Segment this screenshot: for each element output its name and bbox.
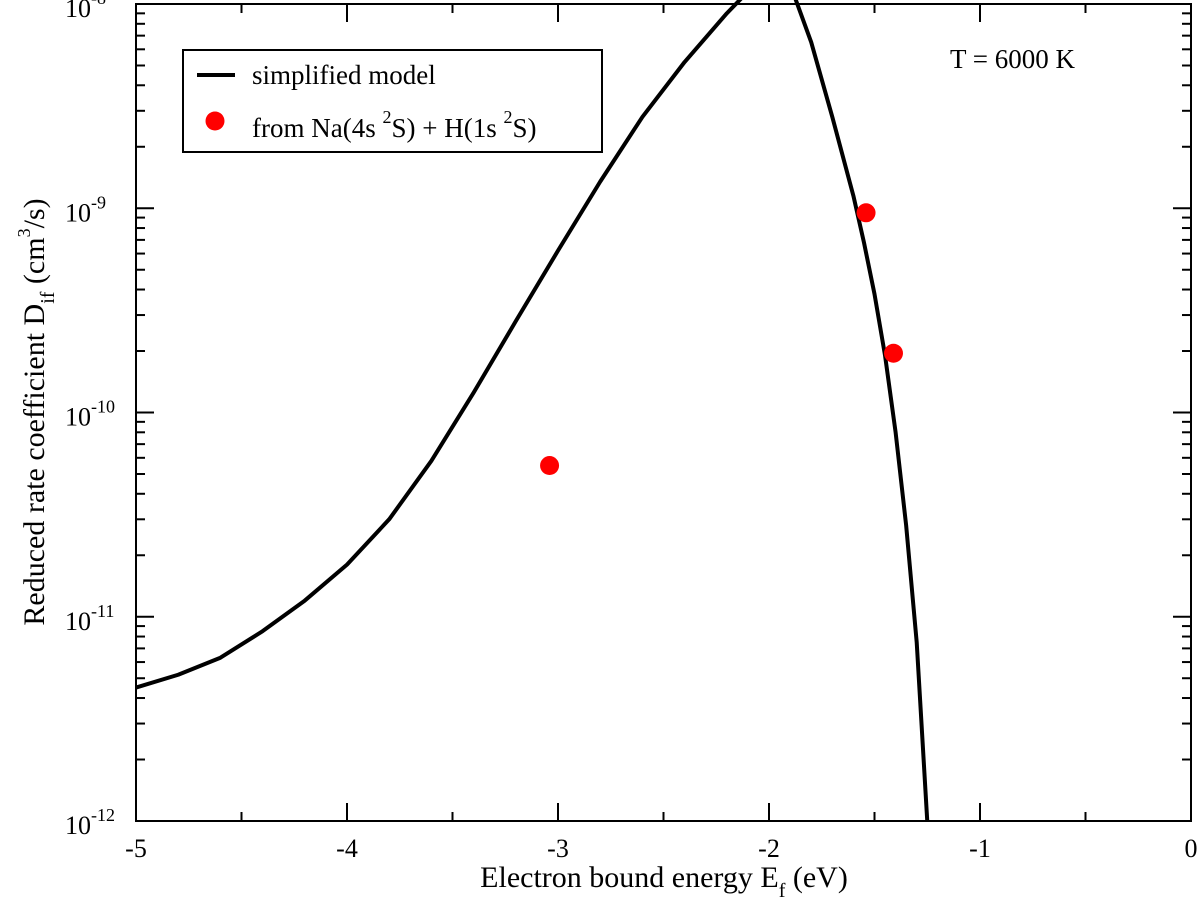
data-point [540,456,560,476]
y-axis-label-sup: 3 [14,228,34,237]
y-tick-base: 10 [65,198,91,227]
data-point [856,203,876,223]
y-tick-label: 10-12 [65,805,115,840]
legend-points-part1: from Na(4s [252,113,382,143]
data-points [540,203,903,476]
legend-points-part3: S) [512,113,536,143]
y-axis-label-sub: if [37,291,59,304]
plot-frame [135,3,1192,822]
y-axis-label-tail: /s) [18,198,51,228]
y-tick-exponent: -12 [91,805,115,825]
y-axis-ticks [136,3,1191,822]
y-axis-label: Reduced rate coefficient Dif (cm3/s) [14,198,59,625]
y-tick-label: 10-9 [65,192,106,227]
y-tick-base: 10 [65,811,91,840]
x-tick-label: -5 [125,834,147,863]
y-tick-base: 10 [65,403,91,432]
x-axis-label-main: Electron bound energy E [480,861,779,894]
legend-points-sup2: 2 [503,107,512,127]
x-tick-label: 0 [1185,834,1198,863]
legend: simplified model from Na(4s 2S) + H(1s 2… [182,49,603,153]
y-tick-label: 10-10 [65,397,115,432]
y-tick-label: 10-11 [65,601,114,636]
y-tick-exponent: -10 [91,397,115,417]
x-tick-label: -2 [758,834,780,863]
y-tick-exponent: -11 [91,601,114,621]
y-axis-label-main: Reduced rate coefficient D [18,304,51,626]
y-axis-label-mid: (cm [18,237,51,291]
x-axis-label-tail: (eV) [785,861,847,894]
y-tick-label: 10-8 [65,0,106,23]
y-tick-exponent: -9 [91,192,106,212]
legend-label-points: from Na(4s 2S) + H(1s 2S) [252,107,536,143]
legend-label-line: simplified model [252,60,436,90]
x-tick-label: -1 [969,834,991,863]
x-tick-label: -4 [336,834,358,863]
legend-box [182,49,603,153]
y-tick-base: 10 [65,607,91,636]
x-axis-label-sub: f [779,880,786,902]
data-point [883,343,903,363]
x-tick-label: -3 [547,834,569,863]
y-tick-exponent: -8 [91,0,106,8]
legend-points-sup1: 2 [382,107,391,127]
temperature-annotation: T = 6000 K [950,44,1075,74]
legend-point-swatch [205,111,225,131]
simplified-model-curve [135,0,930,822]
legend-points-part2: S) + H(1s [391,113,503,143]
y-tick-base: 10 [65,0,91,23]
x-tick-labels: -5 -4 -3 -2 -1 0 [125,834,1197,863]
x-axis-label: Electron bound energy Ef (eV) [480,861,848,902]
